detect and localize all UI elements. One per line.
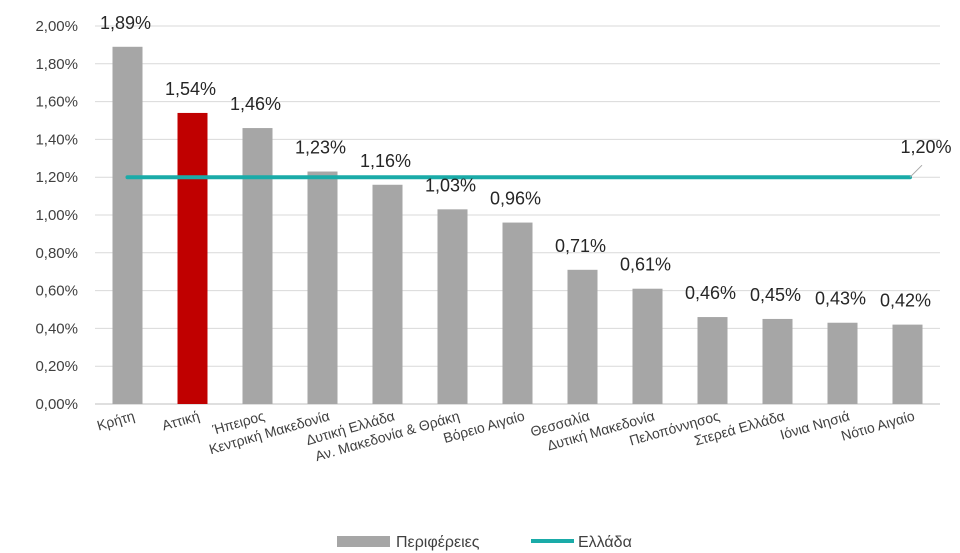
y-tick-label: 0,60% <box>35 283 78 300</box>
bar-value-label: 1,46% <box>230 94 281 114</box>
bar <box>372 184 403 404</box>
legend-label-line: Ελλάδα <box>578 534 632 551</box>
bar-value-label: 1,16% <box>360 151 411 171</box>
bar-value-label: 1,23% <box>295 138 346 158</box>
bar <box>892 324 923 404</box>
bars <box>112 46 923 404</box>
bar <box>177 112 208 404</box>
bar-value-label: 1,03% <box>425 175 476 195</box>
y-tick-label: 0,20% <box>35 358 78 375</box>
bar <box>632 288 663 404</box>
bar-value-label: 0,96% <box>490 189 541 209</box>
bar-value-label: 0,42% <box>880 291 931 311</box>
bar-value-label: 0,71% <box>555 236 606 256</box>
bar <box>502 222 533 404</box>
x-category-label: Ιόνια Νησιά <box>778 408 851 443</box>
bar-value-label: 0,43% <box>815 289 866 309</box>
y-tick-label: 1,60% <box>35 94 78 111</box>
bar <box>112 46 143 404</box>
legend-label-bars: Περιφέρειες <box>396 534 480 551</box>
y-tick-label: 1,80% <box>35 56 78 73</box>
bar <box>437 209 468 404</box>
bar <box>567 269 598 404</box>
bar <box>697 317 728 404</box>
y-tick-label: 0,00% <box>35 396 78 413</box>
greece-average-label: 1,20% <box>900 137 951 157</box>
y-tick-label: 0,80% <box>35 245 78 262</box>
y-axis-ticks: 0,00% 0,20% 0,40% 0,60% 0,80% 1,00% 1,20% 1,40%… <box>35 18 78 413</box>
bar-value-label: 1,54% <box>165 79 216 99</box>
x-category-label: Νότιο Αιγαίο <box>839 407 916 443</box>
y-tick-label: 1,20% <box>35 169 78 186</box>
x-category-label: Κρήτη <box>95 408 136 434</box>
bar-value-label: 1,89% <box>100 13 151 33</box>
y-tick-label: 1,40% <box>35 131 78 148</box>
bar <box>307 171 338 404</box>
data-labels: 1,20% 1,89% 1,54% 1,46% 1,23% 1,16% 1,03% 0,96%… <box>100 13 952 311</box>
y-tick-label: 1,00% <box>35 207 78 224</box>
y-tick-label: 2,00% <box>35 18 78 35</box>
bar-value-label: 0,45% <box>750 285 801 305</box>
bar <box>242 128 273 404</box>
y-tick-label: 0,40% <box>35 320 78 337</box>
bar-value-label: 0,46% <box>685 283 736 303</box>
x-category-label: Αττική <box>160 408 201 434</box>
legend: Περιφέρειες Ελλάδα <box>337 534 632 551</box>
bar-value-label: 0,61% <box>620 255 671 275</box>
leader-line <box>909 164 923 178</box>
bar <box>762 318 793 404</box>
reference-line <box>125 164 923 180</box>
bar <box>827 322 858 404</box>
legend-swatch-bars <box>337 536 390 547</box>
